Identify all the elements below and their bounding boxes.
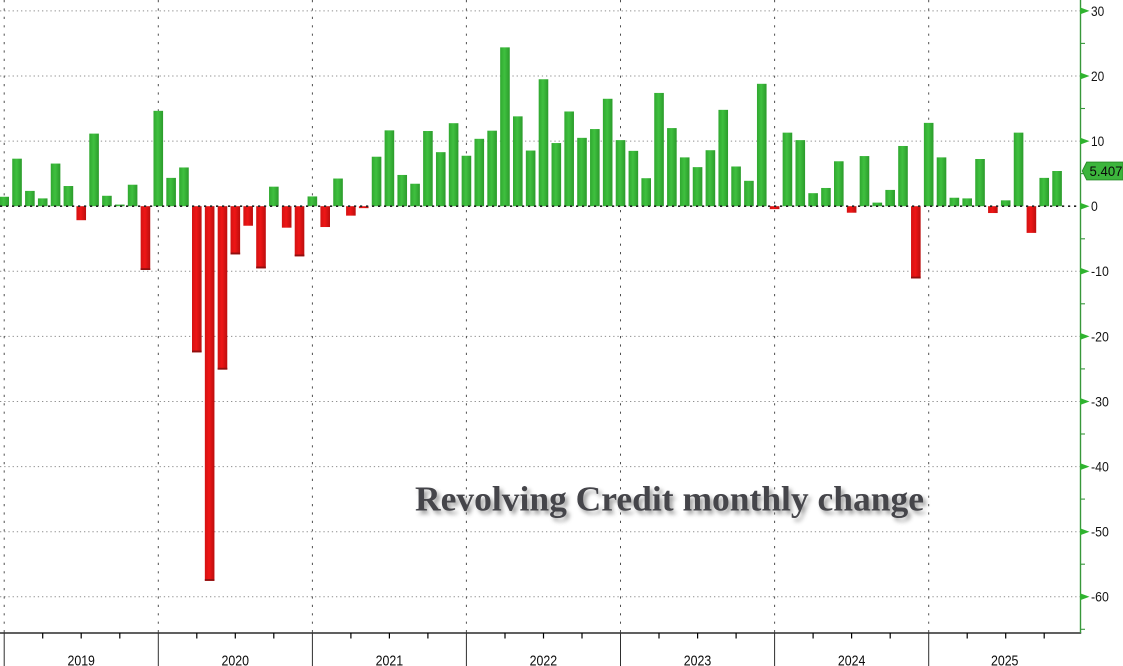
svg-text:-10: -10 bbox=[1091, 263, 1109, 279]
svg-text:2019: 2019 bbox=[67, 653, 95, 666]
svg-text:2023: 2023 bbox=[684, 653, 712, 666]
svg-text:2024: 2024 bbox=[838, 653, 866, 666]
svg-text:2020: 2020 bbox=[222, 653, 250, 666]
svg-text:-30: -30 bbox=[1091, 393, 1109, 409]
svg-text:10: 10 bbox=[1091, 133, 1104, 149]
svg-text:Revolving Credit monthly chang: Revolving Credit monthly change bbox=[415, 481, 924, 519]
svg-text:-60: -60 bbox=[1091, 589, 1109, 605]
svg-text:30: 30 bbox=[1091, 3, 1104, 19]
svg-text:-40: -40 bbox=[1091, 459, 1109, 475]
svg-text:Revolving Credit monthly chang: Revolving Credit monthly change bbox=[418, 484, 927, 522]
svg-text:2021: 2021 bbox=[376, 653, 404, 666]
svg-text:2022: 2022 bbox=[530, 653, 558, 666]
svg-text:5.407: 5.407 bbox=[1090, 163, 1123, 179]
svg-text:20: 20 bbox=[1091, 68, 1104, 84]
svg-text:2025: 2025 bbox=[991, 653, 1019, 666]
svg-text:-20: -20 bbox=[1091, 328, 1109, 344]
svg-text:-50: -50 bbox=[1091, 524, 1109, 540]
svg-text:0: 0 bbox=[1091, 198, 1098, 214]
